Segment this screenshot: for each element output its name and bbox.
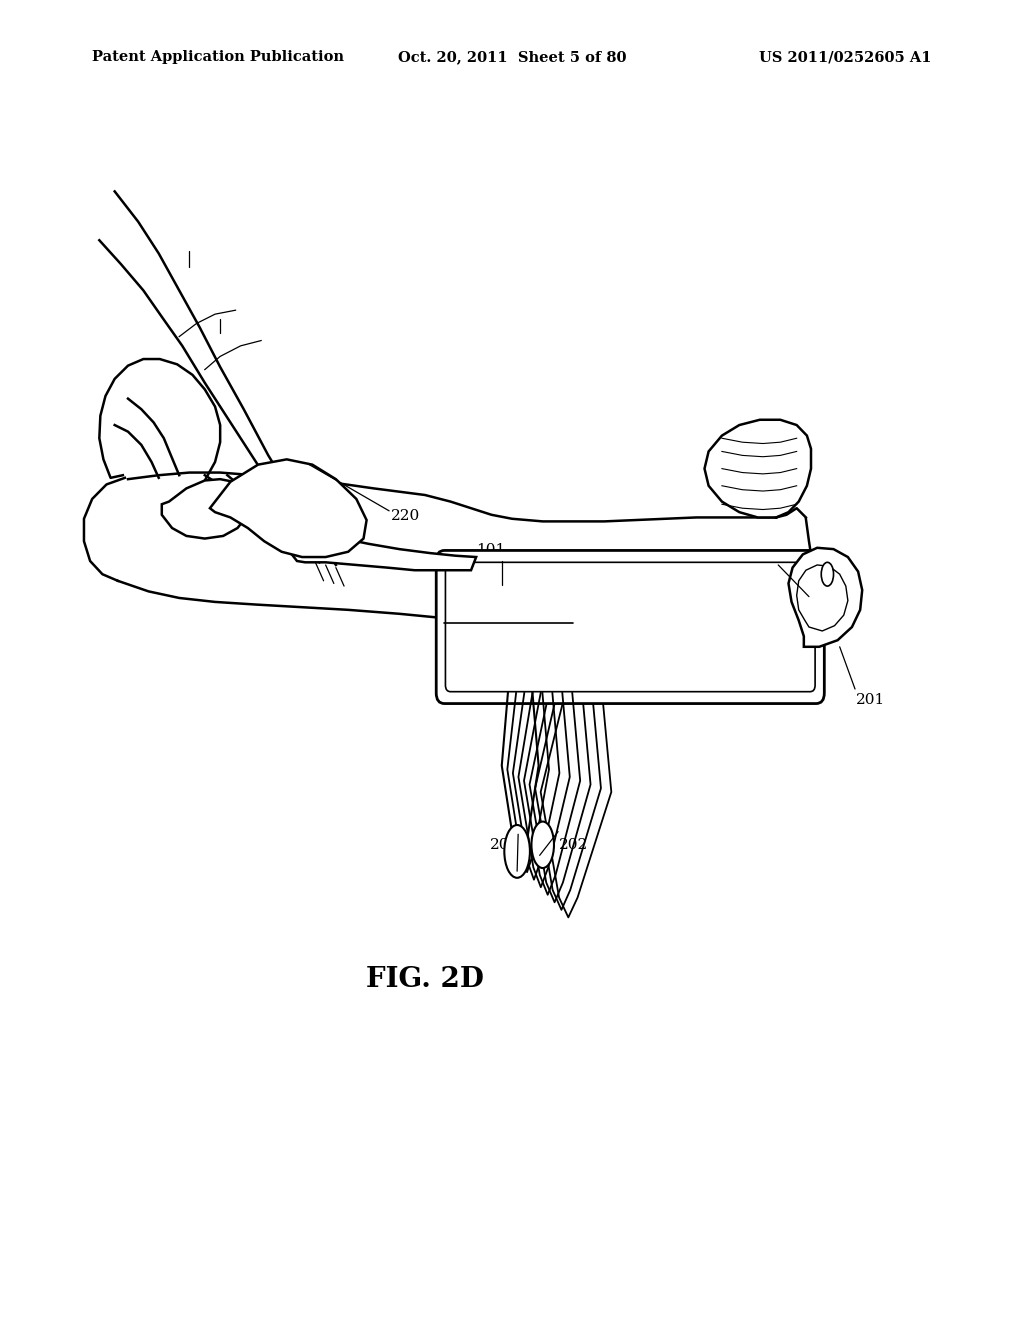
Text: FIG. 2D: FIG. 2D xyxy=(366,966,484,993)
Text: Patent Application Publication: Patent Application Publication xyxy=(92,50,344,65)
Polygon shape xyxy=(102,581,543,742)
Text: 101: 101 xyxy=(476,543,506,557)
FancyBboxPatch shape xyxy=(445,562,815,692)
Ellipse shape xyxy=(531,821,554,869)
Text: 202: 202 xyxy=(559,838,589,853)
Text: 104: 104 xyxy=(811,594,841,607)
Text: 203: 203 xyxy=(489,838,518,853)
Text: US 2011/0252605 A1: US 2011/0252605 A1 xyxy=(760,50,932,65)
Text: Oct. 20, 2011  Sheet 5 of 80: Oct. 20, 2011 Sheet 5 of 80 xyxy=(397,50,627,65)
FancyBboxPatch shape xyxy=(436,550,824,704)
Ellipse shape xyxy=(504,825,530,878)
Polygon shape xyxy=(788,548,862,647)
Text: 201: 201 xyxy=(856,693,886,708)
Text: 220: 220 xyxy=(391,510,421,523)
Polygon shape xyxy=(210,459,367,557)
Ellipse shape xyxy=(821,562,834,586)
Polygon shape xyxy=(705,420,811,517)
Polygon shape xyxy=(287,525,476,570)
Polygon shape xyxy=(797,565,848,631)
Polygon shape xyxy=(162,479,248,539)
